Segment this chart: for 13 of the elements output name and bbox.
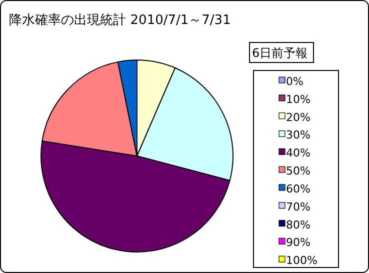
legend-label: 40% bbox=[286, 146, 310, 160]
legend-label: 70% bbox=[286, 200, 310, 214]
legend-label: 0% bbox=[286, 75, 304, 88]
legend-label: 60% bbox=[286, 182, 310, 196]
legend-label: 50% bbox=[286, 164, 310, 178]
legend-label: 100% bbox=[286, 254, 318, 268]
legend-label: 10% bbox=[286, 92, 310, 106]
legend-title: 6日前予報 bbox=[252, 46, 308, 60]
legend-label: 20% bbox=[286, 110, 310, 124]
legend-label: 80% bbox=[286, 218, 310, 232]
legend-label: 90% bbox=[286, 236, 310, 250]
chart-title: 降水確率の出現統計 2010/7/1～7/31 bbox=[9, 12, 231, 28]
legend-label: 30% bbox=[286, 128, 310, 142]
